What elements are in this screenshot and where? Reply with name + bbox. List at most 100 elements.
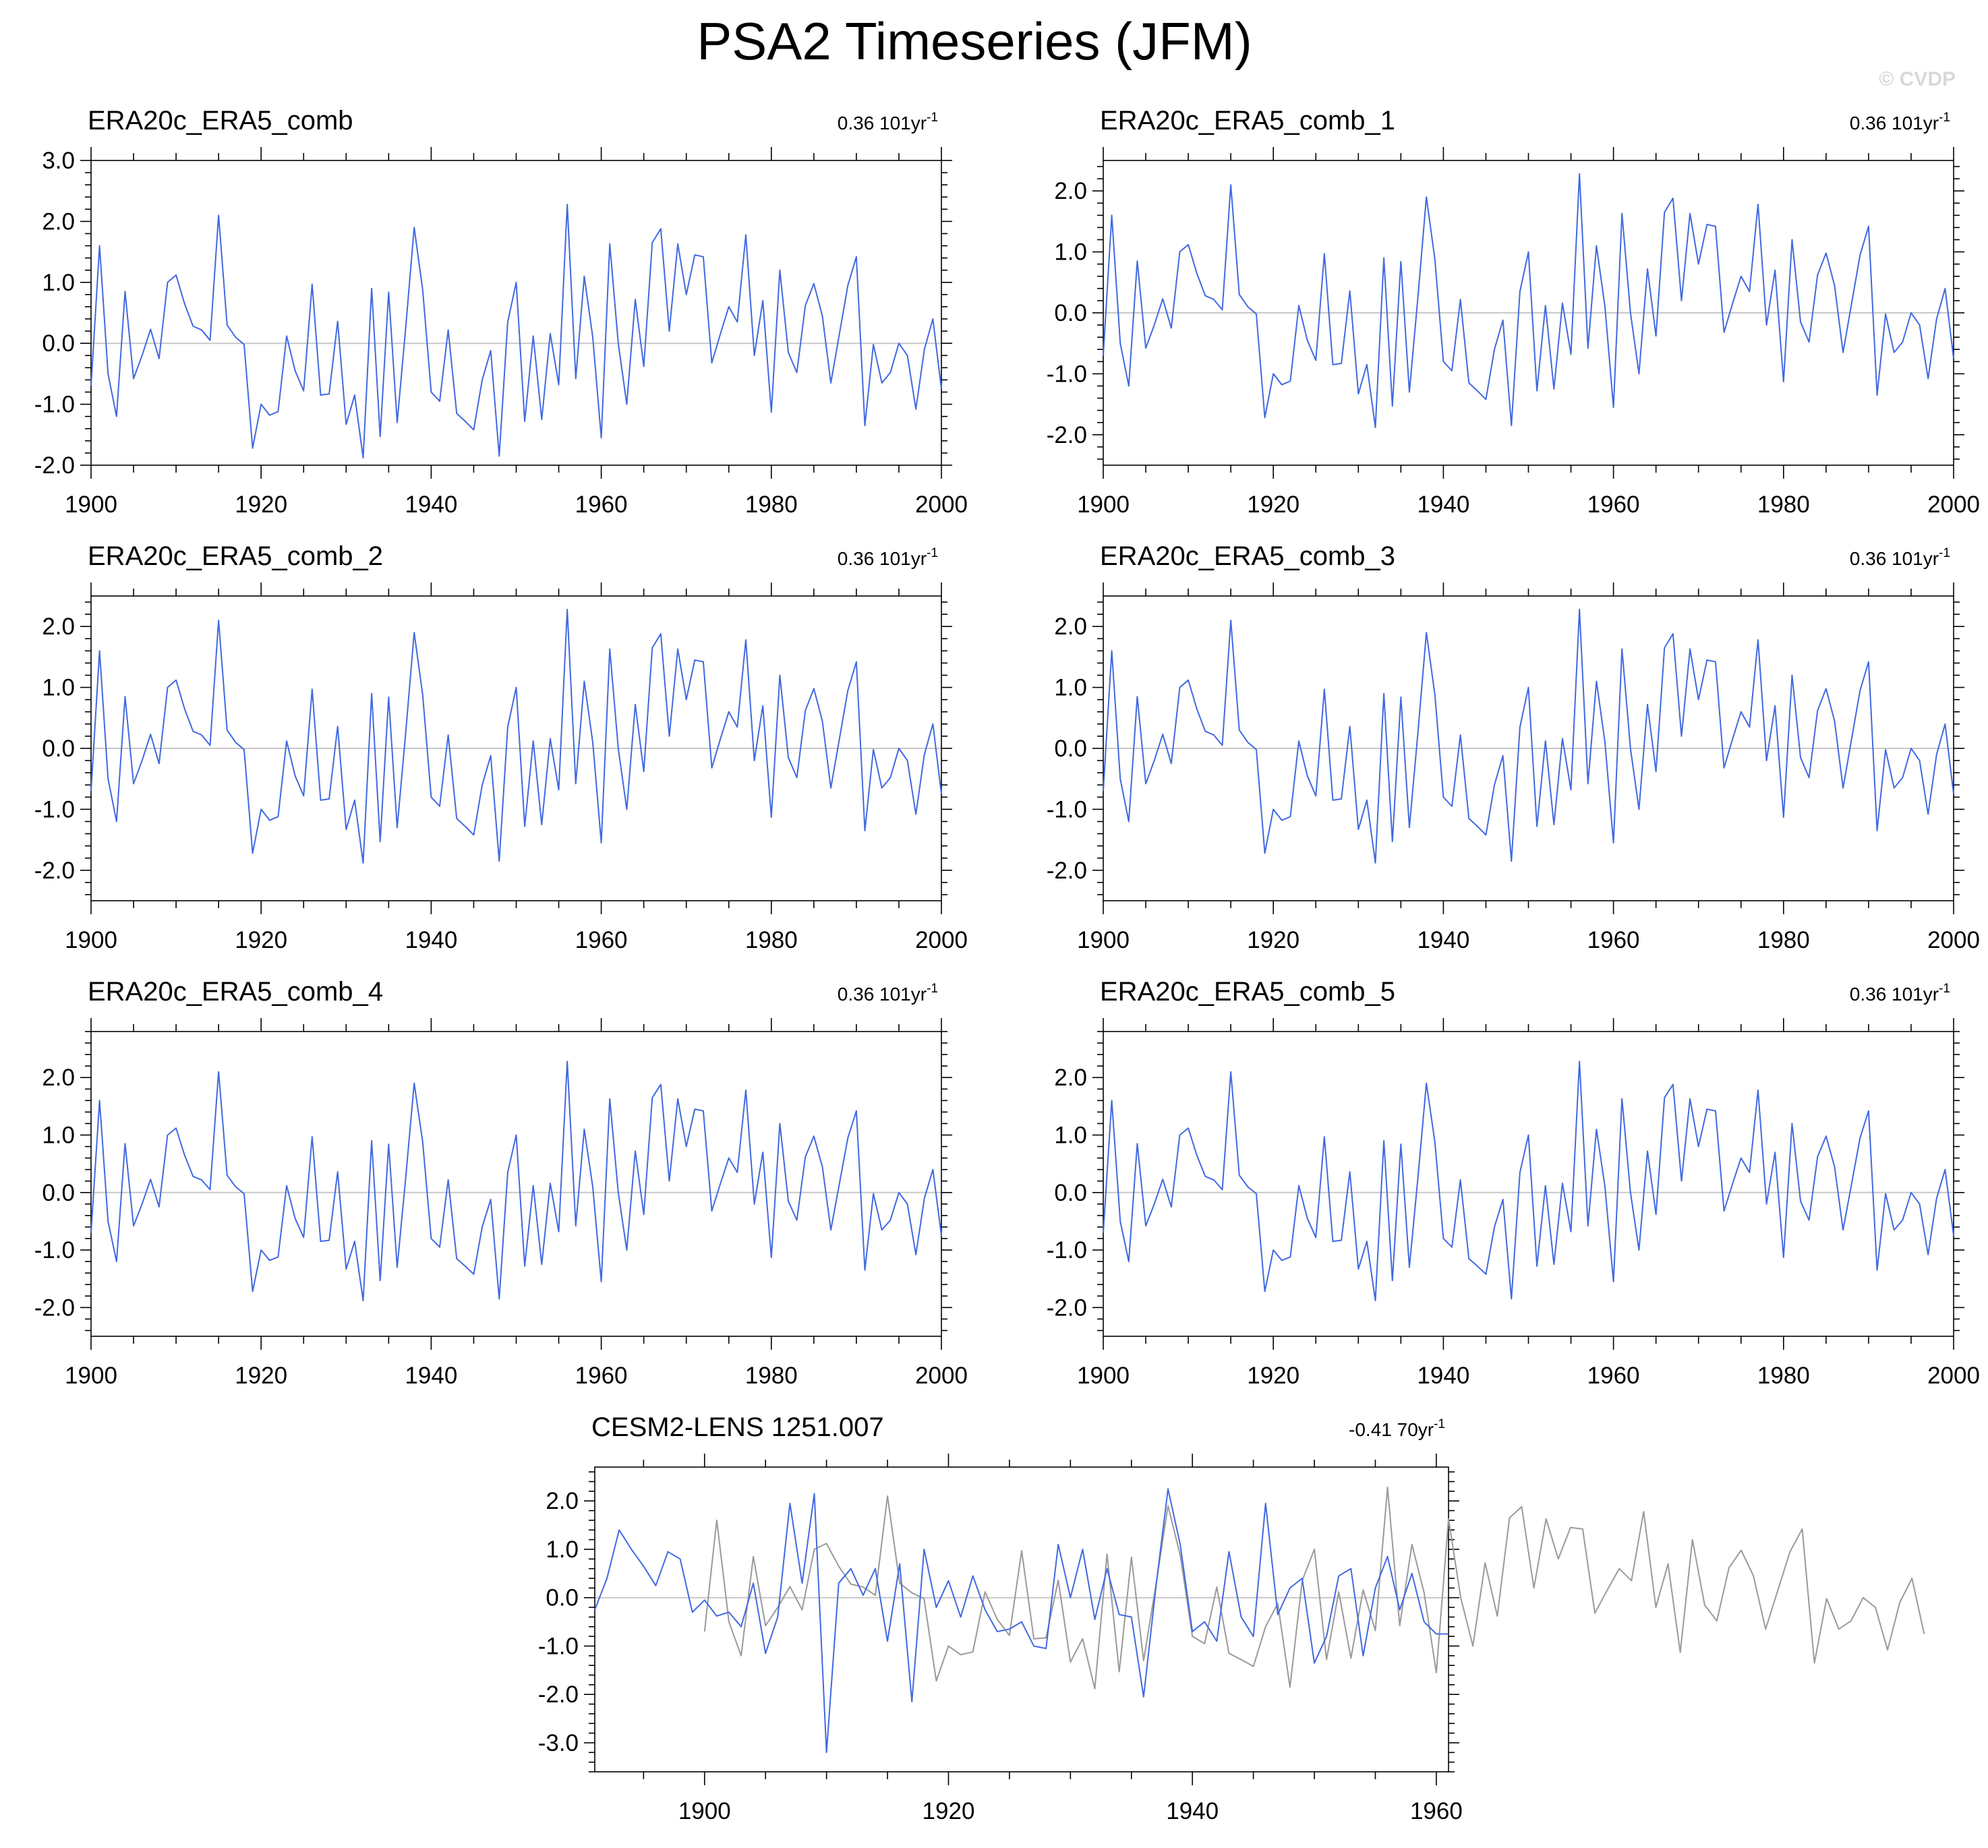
y-tick-label: 3.0 [42, 148, 75, 174]
y-tick-label: -1.0 [1047, 1237, 1087, 1263]
x-tick-label: 1900 [65, 491, 117, 518]
x-tick-label: 1940 [1417, 927, 1469, 953]
y-tick-label: -1.0 [34, 796, 75, 823]
panel-title: ERA20c_ERA5_comb_1 [1100, 106, 1395, 136]
trend-exponent: -1 [1939, 546, 1950, 560]
y-tick-label: 1.0 [1054, 1123, 1087, 1149]
y-tick-label: -2.0 [1047, 1294, 1087, 1321]
x-tick-label: 1960 [1410, 1798, 1463, 1824]
x-tick-label: 1980 [745, 927, 798, 953]
x-tick-label: 1900 [65, 927, 117, 953]
x-tick-label: 1940 [405, 1363, 457, 1389]
x-tick-label: 2000 [1927, 491, 1980, 518]
plot-frame [594, 1466, 1449, 1772]
y-tick-label: -2.0 [1047, 422, 1087, 448]
y-tick-label: 2.0 [42, 208, 75, 235]
x-tick-label: 1900 [1077, 491, 1130, 518]
panel-title: ERA20c_ERA5_comb_4 [88, 977, 383, 1007]
x-tick-label: 1980 [1757, 491, 1810, 518]
y-tick-label: -1.0 [538, 1633, 579, 1659]
x-tick-label: 1940 [1417, 1363, 1469, 1389]
x-tick-label: 1940 [405, 491, 457, 518]
trend-label: 0.36 101yr-1 [1850, 982, 1950, 1005]
panel-1: -2.0 -1.0 0.0 1.0 2.0 3.0 1900 1920 1940 1960 1980… [34, 106, 968, 518]
plot-frame [90, 160, 942, 466]
x-tick-label: 2000 [915, 927, 968, 953]
y-tick-label: 0.0 [1054, 736, 1087, 762]
pc-timeseries-line [90, 204, 942, 459]
y-tick-label: 0.0 [1054, 1180, 1087, 1206]
x-tick-label: 1920 [235, 491, 287, 518]
pc-timeseries-line [594, 1488, 1449, 1754]
pc-timeseries-line [1103, 608, 1954, 864]
x-tick-label: 2000 [1927, 1363, 1980, 1389]
y-tick-label: 2.0 [1054, 614, 1087, 640]
trend-label: -0.41 70yr-1 [1349, 1417, 1445, 1440]
y-tick-label: 2.0 [1054, 1065, 1087, 1091]
x-tick-label: 1920 [235, 1363, 287, 1389]
x-tick-label: 2000 [915, 1363, 968, 1389]
x-tick-label: 1980 [1757, 927, 1810, 953]
trend-exponent: -1 [1434, 1417, 1445, 1431]
pc-timeseries-line [1103, 1061, 1954, 1302]
observed-overlay-series [703, 1487, 1925, 1690]
panel-title: ERA20c_ERA5_comb_2 [88, 541, 383, 571]
y-tick-label: 0.0 [42, 736, 75, 762]
trend-value: 0.36 101yr [838, 548, 927, 569]
panel-5: -2.0 -1.0 0.0 1.0 2.0 1900 1920 1940 1960 1980 200… [34, 977, 968, 1389]
x-tick-label: 1920 [1247, 1363, 1299, 1389]
trend-label: 0.36 101yr-1 [838, 111, 938, 133]
y-tick-label: -1.0 [1047, 361, 1087, 387]
x-tick-label: 1960 [1587, 491, 1640, 518]
y-tick-label: 2.0 [546, 1488, 579, 1514]
x-tick-label: 1900 [678, 1798, 731, 1824]
panel-2: -2.0 -1.0 0.0 1.0 2.0 1900 1920 1940 1960 1980 200… [1047, 106, 1980, 518]
x-tick-label: 1940 [1417, 491, 1469, 518]
pc-timeseries-line [90, 608, 942, 864]
pc-timeseries-line [1103, 173, 1954, 428]
y-tick-label: 0.0 [546, 1585, 579, 1611]
x-tick-label: 2000 [1927, 927, 1980, 953]
panel-title: CESM2-LENS 1251.007 [591, 1412, 884, 1442]
figure-title: PSA2 Timeseries (JFM) [697, 11, 1252, 71]
y-tick-label: 1.0 [1054, 239, 1087, 266]
x-tick-label: 1900 [1077, 927, 1130, 953]
trend-label: 0.36 101yr-1 [1850, 546, 1950, 569]
pc-timeseries-line [90, 1061, 942, 1302]
trend-value: 0.36 101yr [838, 984, 927, 1005]
x-tick-label: 1980 [745, 491, 798, 518]
y-tick-label: 2.0 [42, 614, 75, 640]
trend-exponent: -1 [927, 546, 938, 560]
trend-value: -0.41 70yr [1349, 1419, 1434, 1440]
x-tick-label: 1960 [575, 927, 628, 953]
x-tick-label: 1900 [65, 1363, 117, 1389]
y-tick-label: -1.0 [1047, 796, 1087, 823]
y-tick-label: 0.0 [1054, 300, 1087, 326]
y-tick-label: 1.0 [546, 1537, 579, 1563]
panel-title: ERA20c_ERA5_comb_5 [1100, 977, 1395, 1007]
copyright-watermark: © CVDP [1879, 68, 1956, 90]
x-tick-label: 2000 [915, 491, 968, 518]
trend-exponent: -1 [1939, 982, 1950, 996]
x-tick-label: 1900 [1077, 1363, 1130, 1389]
x-tick-label: 1960 [575, 1363, 628, 1389]
y-tick-label: 2.0 [1054, 178, 1087, 204]
x-tick-label: 1940 [405, 927, 457, 953]
x-tick-label: 1960 [575, 491, 628, 518]
y-tick-label: -2.0 [34, 452, 75, 479]
x-tick-label: 1920 [235, 927, 287, 953]
y-tick-label: 1.0 [1054, 675, 1087, 701]
y-tick-label: -2.0 [1047, 858, 1087, 884]
y-tick-label: -2.0 [538, 1681, 579, 1708]
y-tick-label: -2.0 [34, 1294, 75, 1321]
trend-value: 0.36 101yr [1850, 984, 1939, 1005]
y-tick-label: -1.0 [34, 392, 75, 418]
panel-title: ERA20c_ERA5_comb_3 [1100, 541, 1395, 571]
trend-exponent: -1 [1939, 111, 1950, 125]
y-tick-label: 0.0 [42, 330, 75, 357]
trend-exponent: -1 [927, 111, 938, 125]
y-tick-label: 1.0 [42, 1123, 75, 1149]
x-tick-label: 1940 [1166, 1798, 1219, 1824]
y-tick-label: 1.0 [42, 675, 75, 701]
